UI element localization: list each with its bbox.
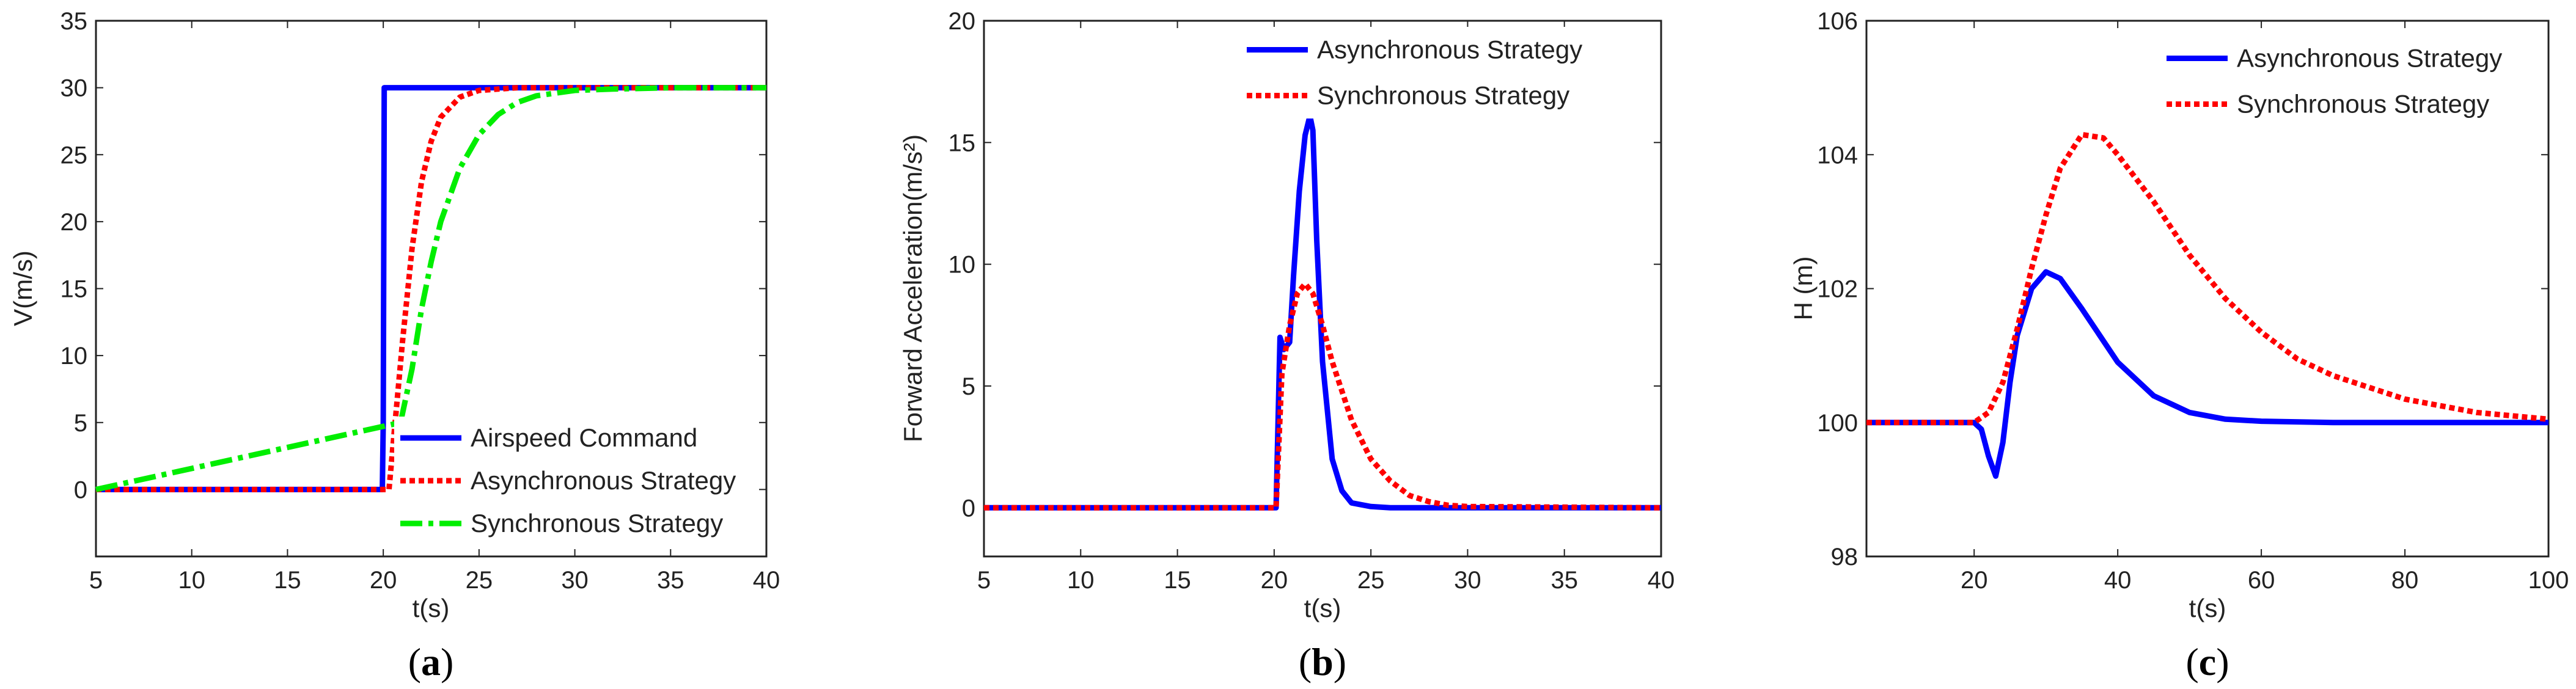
y-tick-label: 102 <box>1817 276 1858 303</box>
x-tick-label: 35 <box>1550 567 1578 594</box>
legend-label: Asynchronous Strategy <box>471 466 736 495</box>
y-tick-label: 98 <box>1831 544 1859 571</box>
panel-c: 20 40 60 80 100 98 100 102 104 106 t(s) H (m) As… <box>1789 8 2569 684</box>
x-tick-label: 30 <box>1454 567 1481 594</box>
y-tick-label: 5 <box>74 410 87 437</box>
legend-label: Synchronous Strategy <box>2237 90 2489 118</box>
y-tick-label: 30 <box>61 75 88 102</box>
x-tick-label: 40 <box>2104 567 2132 594</box>
series-line-2 <box>1866 131 2549 426</box>
x-axis-label: t(s) <box>2189 594 2226 622</box>
y-axis-label: Forward Acceleration(m/s²) <box>898 134 927 442</box>
y-tick-label: 10 <box>61 343 88 370</box>
y-ticks: 0 5 10 15 20 <box>949 8 1661 522</box>
y-tick-label: 0 <box>74 476 87 503</box>
legend-label: Asynchronous Strategy <box>2237 44 2502 73</box>
y-ticks: 98 100 102 104 106 <box>1817 8 2548 571</box>
series-lines <box>984 113 1662 511</box>
y-tick-label: 0 <box>962 495 975 522</box>
x-ticks: 5 10 15 20 25 30 35 40 <box>89 21 780 594</box>
panel-label: (c) <box>2185 640 2229 684</box>
x-tick-label: 20 <box>1261 567 1288 594</box>
legend: Asynchronous Strategy Synchronous Strateg… <box>1241 27 1656 118</box>
x-tick-label: 35 <box>657 567 684 594</box>
panel-letter: b <box>1312 640 1334 684</box>
panel-label: (b) <box>1299 640 1346 684</box>
y-axis-label: H (m) <box>1789 257 1818 321</box>
y-tick-label: 5 <box>962 373 975 400</box>
series-line-2 <box>984 281 1662 511</box>
y-tick-label: 104 <box>1817 142 1858 169</box>
y-tick-label: 35 <box>61 8 88 35</box>
y-tick-label: 25 <box>61 142 88 169</box>
y-tick-label: 20 <box>949 8 976 35</box>
x-tick-label: 80 <box>2391 567 2419 594</box>
y-tick-label: 15 <box>949 129 976 156</box>
legend-label: Synchronous Strategy <box>1317 81 1569 110</box>
y-tick-label: 10 <box>949 252 976 279</box>
series-line-1 <box>984 113 1661 511</box>
x-tick-label: 5 <box>977 567 991 594</box>
series-lines <box>95 85 766 492</box>
x-tick-label: 20 <box>1961 567 1988 594</box>
legend: Asynchronous Strategy Synchronous Strateg… <box>2160 35 2542 127</box>
y-tick-label: 15 <box>61 276 88 303</box>
panel-b: 5 10 15 20 25 30 35 40 0 5 10 15 20 t(s) Forward Ac… <box>898 8 1675 684</box>
legend-label: Asynchronous Strategy <box>1317 35 1582 64</box>
x-tick-label: 15 <box>274 567 301 594</box>
legend-label: Synchronous Strategy <box>471 509 723 538</box>
legend: Airspeed Command Asynchronous Strategy Syn… <box>394 417 758 545</box>
x-ticks: 20 40 60 80 100 <box>1961 21 2569 594</box>
panel-letter: c <box>2199 640 2216 684</box>
y-axis-label: V(m/s) <box>9 250 37 326</box>
x-tick-label: 5 <box>89 567 103 594</box>
series-line-1 <box>96 85 766 492</box>
panel-label: (a) <box>408 640 454 684</box>
y-ticks: 0 5 10 15 20 25 30 35 <box>61 8 766 503</box>
x-tick-label: 100 <box>2528 567 2569 594</box>
x-tick-label: 40 <box>753 567 780 594</box>
panel-letter: a <box>421 640 441 684</box>
series-line-2 <box>96 85 766 492</box>
x-tick-label: 40 <box>1648 567 1675 594</box>
x-tick-label: 10 <box>178 567 205 594</box>
x-tick-label: 25 <box>1357 567 1385 594</box>
series-line-3 <box>95 85 766 492</box>
x-tick-label: 60 <box>2248 567 2275 594</box>
y-tick-label: 100 <box>1817 410 1858 437</box>
x-tick-label: 25 <box>466 567 493 594</box>
y-tick-label: 106 <box>1817 8 1858 35</box>
x-tick-label: 30 <box>561 567 589 594</box>
x-tick-label: 20 <box>370 567 397 594</box>
legend-box <box>2160 35 2542 127</box>
legend-box <box>1241 27 1656 118</box>
x-axis-label: t(s) <box>1304 594 1341 622</box>
series-lines <box>1866 131 2549 479</box>
series-line-1 <box>1866 269 2548 479</box>
y-tick-label: 20 <box>61 209 88 236</box>
x-tick-label: 10 <box>1067 567 1095 594</box>
x-tick-label: 15 <box>1164 567 1191 594</box>
x-axis-label: t(s) <box>413 594 450 622</box>
legend-label: Airspeed Command <box>471 423 697 452</box>
panel-a: 5 10 15 20 25 30 35 40 0 5 10 15 20 25 30 35 t(s) V(m/… <box>9 8 780 684</box>
